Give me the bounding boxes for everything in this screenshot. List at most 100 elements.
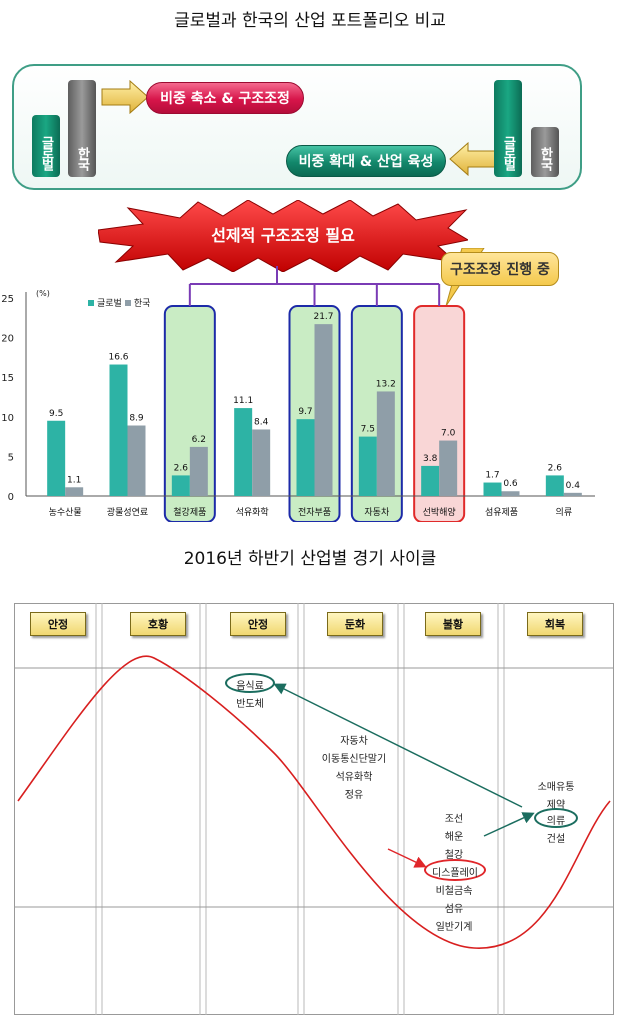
industry-label: 철강: [444, 850, 464, 861]
industry-label: 조선: [444, 814, 464, 825]
y-tick-label: 0: [8, 492, 14, 503]
y-unit-label: (%): [36, 289, 50, 298]
stage-label: 안정: [230, 612, 286, 636]
category-label: 자동차: [364, 506, 390, 518]
stage-label: 회복: [527, 612, 583, 636]
category-label: 의류: [556, 507, 573, 518]
bar-korea: [127, 425, 146, 496]
bar-global: [296, 419, 315, 496]
bar-korea: [189, 446, 208, 496]
left-korea-label: 한국: [74, 147, 90, 169]
cycle-diagram: [14, 603, 614, 1015]
industry-label: 자동차: [340, 736, 368, 747]
arrow-food: [273, 683, 523, 808]
callout-box: 구조조정 진행 중: [441, 252, 559, 286]
arrow-display: [387, 848, 427, 868]
bar-korea: [65, 487, 84, 496]
data-label-global: 9.7: [298, 407, 312, 417]
data-label-global: 7.5: [361, 425, 375, 435]
industry-label: 반도체: [236, 699, 264, 710]
data-label-global: 1.7: [485, 471, 499, 481]
section2-title: 2016년 하반기 산업별 경기 사이클: [183, 549, 437, 569]
arrow-left-icon: [449, 142, 497, 176]
y-tick-label: 20: [1, 334, 14, 345]
industry-label: 건설: [546, 834, 566, 845]
bar-global: [358, 436, 377, 496]
chart-legend: 글로벌 한국: [88, 296, 150, 309]
industry-label: 일반기계: [435, 922, 473, 933]
data-label-korea: 13.2: [376, 379, 396, 389]
y-tick-label: 15: [1, 373, 14, 384]
industry-label: 디스플레이: [432, 868, 478, 879]
reduce-pill: 비중 축소 & 구조조정: [146, 82, 304, 114]
bar-korea: [439, 440, 458, 496]
data-label-korea: 6.2: [192, 435, 206, 445]
bar-korea: [501, 491, 520, 496]
legend-global: 글로벌: [97, 299, 122, 309]
category-label: 철강제품: [173, 507, 206, 518]
stage-label: 불황: [425, 612, 481, 636]
category-label: 광물성연료: [107, 506, 148, 518]
left-global-bar: 글로벌: [32, 115, 60, 177]
data-label-global: 2.6: [174, 463, 189, 473]
bar-korea: [563, 492, 582, 496]
y-tick-label: 5: [8, 452, 14, 463]
category-label: 선박해양: [423, 507, 456, 518]
bar-global: [545, 475, 564, 496]
right-korea-bar: 한국: [531, 127, 559, 177]
arrow-apparel: [483, 812, 535, 837]
industry-label: 석유화학: [335, 772, 373, 783]
industry-label: 의류: [546, 816, 566, 827]
bar-korea: [376, 391, 395, 496]
category-label: 농수산물: [49, 507, 82, 518]
bar-global: [109, 364, 128, 496]
expand-pill: 비중 확대 & 산업 육성: [286, 145, 446, 177]
industry-label: 섬유: [444, 904, 464, 915]
bar-global: [171, 475, 190, 496]
cycle-frame: [14, 603, 614, 1015]
data-label-global: 16.6: [108, 353, 128, 363]
industry-label: 제약: [546, 800, 566, 811]
data-label-korea: 7.0: [441, 429, 456, 439]
stage-label: 안정: [30, 612, 86, 636]
section1-title: 글로벌과 한국의 산업 포트폴리오 비교: [174, 11, 446, 31]
industry-label: 비철금속: [435, 886, 473, 897]
legend-swatch-global: [88, 299, 94, 306]
right-global-bar: 글로벌: [494, 80, 522, 177]
industry-label: 정유: [344, 790, 364, 801]
stage-label: 호황: [130, 612, 186, 636]
data-label-korea: 8.4: [254, 417, 269, 427]
industry-label: 음식료: [236, 681, 264, 692]
bar-global: [234, 408, 253, 496]
bar-chart: 0 5 10 15 20 25 (%) 9.5 1.1 농수산물 16.6 8.9 광물성연료 2.6 6.…: [1, 266, 595, 522]
food-oval: [225, 673, 275, 693]
callout-label: 구조조정 진행 중: [450, 262, 550, 278]
bar-global: [483, 482, 502, 496]
industry-label: 해운: [444, 832, 464, 843]
right-global-label: 글로벌: [500, 136, 516, 169]
category-label: 섬유제품: [485, 507, 518, 518]
cycle-curve: [17, 655, 611, 949]
y-tick-label: 10: [1, 413, 14, 424]
legend-korea: 한국: [133, 299, 151, 309]
bar-korea: [252, 429, 271, 496]
category-label: 전자부품: [298, 507, 331, 518]
data-label-global: 3.8: [423, 454, 438, 464]
bar-global: [47, 420, 66, 496]
apparel-oval: [534, 808, 578, 828]
left-korea-bar: 한국: [68, 80, 96, 177]
bar-global: [421, 465, 440, 496]
arrow-right-icon: [101, 80, 149, 114]
data-label-global: 2.6: [548, 463, 563, 473]
stage-label: 둔화: [327, 612, 383, 636]
left-global-label: 글로벌: [38, 136, 54, 169]
data-label-global: 11.1: [233, 396, 253, 406]
starburst-banner: [98, 200, 468, 272]
category-label: 석유화학: [236, 507, 269, 518]
data-label-korea: 0.6: [503, 479, 518, 489]
data-label-korea: 21.7: [313, 312, 333, 322]
bar-korea: [314, 324, 333, 496]
industry-label: 소매유통: [537, 782, 575, 793]
right-korea-label: 한국: [537, 147, 553, 169]
data-label-korea: 0.4: [566, 481, 581, 491]
